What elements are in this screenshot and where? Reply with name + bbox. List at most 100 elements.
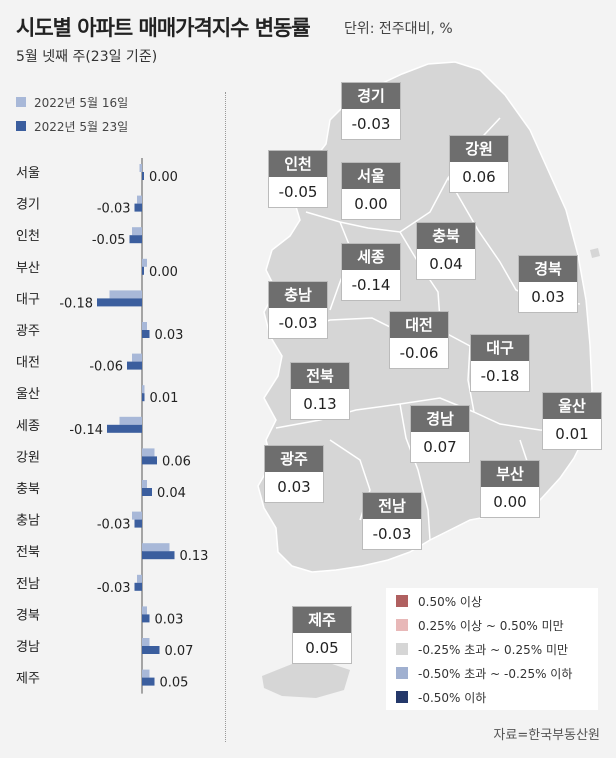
region-name: 경남 bbox=[411, 406, 469, 432]
value-label: 0.05 bbox=[160, 676, 189, 691]
bar-prev bbox=[137, 574, 142, 583]
bar-prev bbox=[142, 448, 155, 457]
bar-curr bbox=[142, 646, 160, 654]
value-label: -0.03 bbox=[97, 518, 131, 533]
map-legend-item: 0.25% 이상 ~ 0.50% 미만 bbox=[386, 614, 598, 636]
bar-curr bbox=[142, 551, 175, 560]
map-legend-item: -0.50% 이하 bbox=[386, 686, 598, 708]
region-seoul: 서울 0.00 bbox=[341, 162, 401, 220]
bar-legend: 2022년 5월 16일 2022년 5월 23일 bbox=[16, 90, 128, 138]
category-label: 광주 bbox=[16, 324, 40, 339]
legend-label: -0.50% 이하 bbox=[418, 690, 487, 705]
region-value: -0.06 bbox=[399, 344, 439, 362]
legend-swatch-prev bbox=[16, 97, 26, 107]
category-label: 울산 bbox=[16, 387, 40, 402]
bar-prev bbox=[142, 638, 150, 646]
bar-prev bbox=[109, 290, 142, 299]
category-label: 세종 bbox=[16, 419, 40, 434]
region-chungnam: 충남 -0.03 bbox=[268, 281, 328, 339]
value-label: 0.04 bbox=[157, 486, 186, 501]
value-label: -0.06 bbox=[89, 360, 123, 375]
bar-curr bbox=[142, 488, 152, 496]
bar-curr bbox=[129, 235, 142, 244]
bar-prev bbox=[132, 511, 142, 520]
bar-prev bbox=[142, 669, 150, 678]
map-legend-item: -0.50% 초과 ~ -0.25% 이하 bbox=[386, 662, 598, 684]
category-label: 부산 bbox=[16, 261, 40, 276]
ulleung-island bbox=[590, 248, 600, 258]
value-label: -0.05 bbox=[92, 233, 126, 248]
region-name: 충남 bbox=[269, 282, 327, 308]
region-incheon: 인천 -0.05 bbox=[268, 150, 328, 208]
region-name: 충북 bbox=[417, 223, 475, 249]
source-note: 자료=한국부동산원 bbox=[493, 728, 600, 743]
bar-curr bbox=[97, 298, 142, 307]
region-value: 0.07 bbox=[423, 438, 457, 456]
value-label: 0.00 bbox=[149, 265, 178, 280]
bar-prev bbox=[142, 480, 147, 488]
bar-curr bbox=[142, 614, 150, 623]
value-label: 0.03 bbox=[155, 328, 184, 343]
category-label: 서울 bbox=[16, 166, 40, 181]
region-name: 광주 bbox=[265, 446, 323, 472]
bar-prev bbox=[119, 416, 142, 425]
region-name: 부산 bbox=[481, 461, 539, 487]
region-value: 0.13 bbox=[303, 395, 337, 413]
legend-item-curr: 2022년 5월 23일 bbox=[16, 114, 128, 138]
region-value: 0.05 bbox=[305, 639, 339, 657]
bar-curr bbox=[142, 456, 157, 465]
bar-prev bbox=[142, 385, 145, 394]
region-value: -0.03 bbox=[278, 314, 318, 332]
region-gyeonggi: 경기 -0.03 bbox=[341, 82, 401, 140]
bar-curr bbox=[142, 330, 150, 338]
bar-curr bbox=[142, 266, 144, 275]
bar-curr bbox=[142, 393, 145, 402]
category-label: 제주 bbox=[16, 672, 40, 687]
jeju-island bbox=[262, 662, 350, 698]
region-ulsan: 울산 0.01 bbox=[542, 392, 602, 450]
region-daejeon: 대전 -0.06 bbox=[389, 311, 449, 369]
bar-prev bbox=[142, 258, 147, 267]
legend-label-curr: 2022년 5월 23일 bbox=[34, 119, 129, 134]
bar-curr bbox=[134, 582, 142, 591]
divider-line bbox=[225, 92, 226, 742]
value-label: -0.03 bbox=[97, 202, 131, 217]
bar-prev bbox=[139, 164, 142, 172]
category-label: 경기 bbox=[16, 198, 40, 213]
region-gyeongbuk: 경북 0.03 bbox=[518, 255, 578, 313]
region-name: 세종 bbox=[342, 244, 400, 270]
legend-swatch bbox=[396, 643, 408, 655]
bar-prev bbox=[132, 353, 142, 362]
value-label: 0.06 bbox=[162, 454, 191, 469]
value-label: 0.13 bbox=[180, 549, 209, 564]
legend-swatch-curr bbox=[16, 121, 26, 131]
legend-label: -0.25% 초과 ~ 0.25% 미만 bbox=[418, 642, 569, 657]
bar-prev bbox=[142, 543, 170, 552]
region-value: 0.00 bbox=[354, 195, 388, 213]
legend-swatch bbox=[396, 667, 408, 679]
value-label: 0.01 bbox=[150, 391, 179, 406]
category-label: 전남 bbox=[16, 577, 40, 592]
region-name: 울산 bbox=[543, 393, 601, 419]
legend-label: -0.50% 초과 ~ -0.25% 이하 bbox=[418, 666, 573, 681]
region-name: 인천 bbox=[269, 151, 327, 177]
bar-prev bbox=[142, 606, 147, 615]
region-value: 0.03 bbox=[531, 288, 565, 306]
bar-prev bbox=[142, 322, 147, 330]
value-label: 0.00 bbox=[149, 170, 178, 185]
region-value: 0.00 bbox=[493, 493, 527, 511]
bar-curr bbox=[107, 424, 142, 433]
region-value: 0.04 bbox=[429, 255, 463, 273]
value-label: -0.03 bbox=[97, 581, 131, 596]
region-busan: 부산 0.00 bbox=[480, 460, 540, 518]
region-value: 0.03 bbox=[277, 478, 311, 496]
legend-label: 0.50% 이상 bbox=[418, 594, 483, 609]
region-chungbuk: 충북 0.04 bbox=[416, 222, 476, 280]
region-name: 전북 bbox=[291, 363, 349, 389]
region-name: 경북 bbox=[519, 256, 577, 282]
legend-swatch bbox=[396, 595, 408, 607]
bar-curr bbox=[142, 677, 155, 686]
category-label: 인천 bbox=[16, 229, 40, 244]
bar-prev bbox=[137, 195, 142, 204]
